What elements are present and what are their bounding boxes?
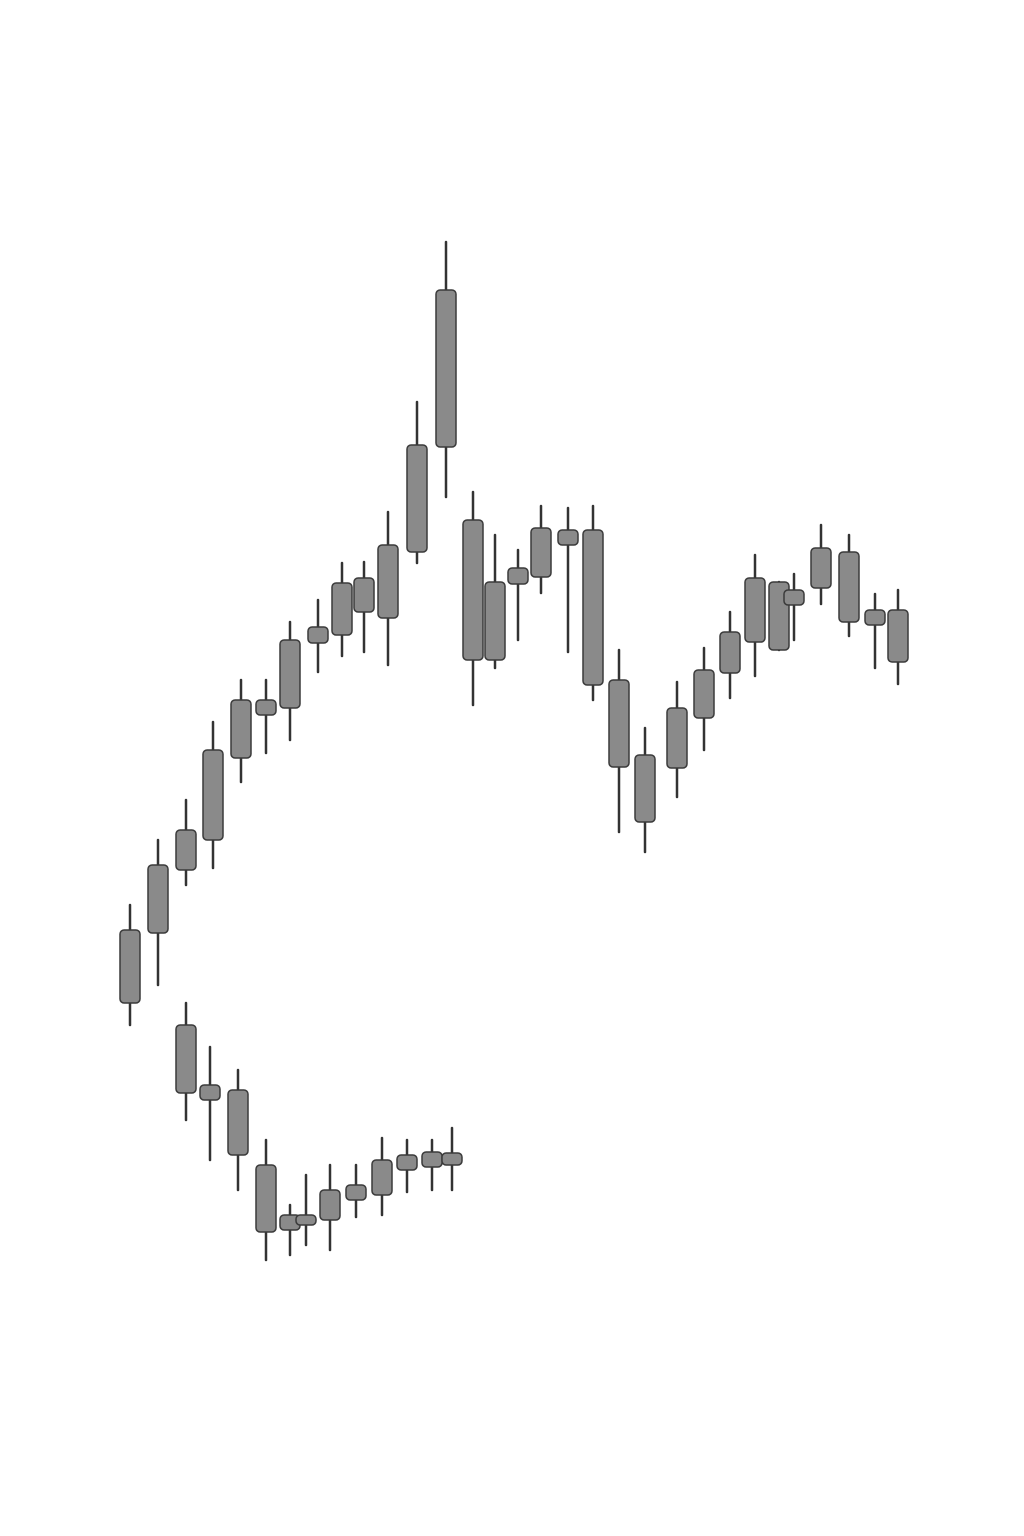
candle-body [406,444,428,553]
candle-body [634,754,656,823]
candle-body [371,1159,393,1196]
candle-body [295,1214,317,1226]
candle-body [582,529,604,686]
candle-body [441,1152,463,1166]
candle-body [199,1084,221,1101]
candle-body [484,581,506,661]
candle-body [462,519,484,661]
candle-body [744,577,766,643]
candle-body [666,707,688,769]
candle-body [331,582,353,636]
candle-body [230,699,252,759]
candle-body [175,829,197,871]
candle-body [353,577,375,613]
candle-body [147,864,169,934]
candle-body [838,551,860,623]
candle-body [202,749,224,841]
candle-body [307,626,329,644]
candle-body [227,1089,249,1156]
candle-body [421,1151,443,1168]
candle-body [530,527,552,578]
candle-body [255,1164,277,1233]
candle-body [175,1024,197,1094]
candle-body [435,289,457,448]
candle-body [279,639,301,709]
candle-body [345,1184,367,1201]
candle-body [693,669,715,719]
candle-body [783,589,805,606]
candle-body [864,609,886,626]
candle-body [507,567,529,585]
candle-body [719,631,741,674]
candle-body [377,544,399,619]
candle-body [119,929,141,1004]
candle-body [557,529,579,546]
candle-body [319,1189,341,1221]
candle-body [810,547,832,589]
candle-body [255,699,277,716]
candle-body [887,609,909,663]
candle-body [608,679,630,768]
candle-body [396,1154,418,1171]
